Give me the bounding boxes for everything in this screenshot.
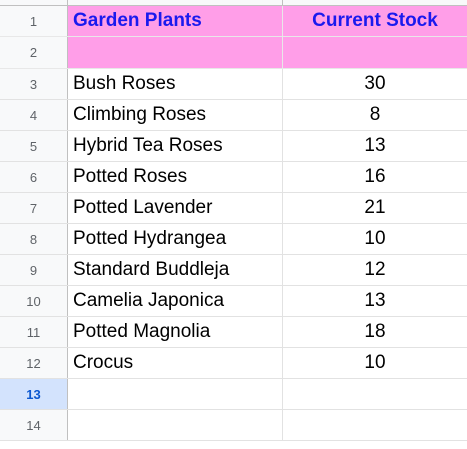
- table-row: 10 Camelia Japonica 13: [0, 286, 467, 317]
- cell-empty[interactable]: [283, 37, 467, 68]
- table-row: 8 Potted Hydrangea 10: [0, 224, 467, 255]
- cell-stock-value[interactable]: 18: [364, 321, 386, 342]
- column-header-strip: [0, 0, 467, 6]
- row-number[interactable]: 10: [0, 286, 68, 316]
- table-row: 11 Potted Magnolia 18: [0, 317, 467, 348]
- row-number[interactable]: 9: [0, 255, 68, 285]
- cell-empty[interactable]: [68, 37, 283, 68]
- blank-pink-row: 2: [0, 37, 467, 69]
- table-row: 3 Bush Roses 30: [0, 69, 467, 100]
- cell-plant-name[interactable]: Standard Buddleja: [68, 255, 283, 285]
- cell-plant-name[interactable]: Camelia Japonica: [68, 286, 283, 316]
- cell-plant-name[interactable]: Crocus: [68, 348, 283, 378]
- empty-row: 13: [0, 379, 467, 410]
- table-row: 6 Potted Roses 16: [0, 162, 467, 193]
- cell-plant-name[interactable]: Climbing Roses: [68, 100, 283, 130]
- row-number[interactable]: 3: [0, 69, 68, 99]
- cell-plant-name[interactable]: Potted Lavender: [68, 193, 283, 223]
- row-number[interactable]: 1: [0, 6, 68, 36]
- row-number[interactable]: 6: [0, 162, 68, 192]
- cell-stock-value[interactable]: 30: [364, 73, 386, 94]
- cell-plant-name[interactable]: Potted Magnolia: [68, 317, 283, 347]
- row-number[interactable]: 8: [0, 224, 68, 254]
- cell-stock-value[interactable]: 10: [364, 352, 386, 373]
- row-number[interactable]: 7: [0, 193, 68, 223]
- row-number[interactable]: 12: [0, 348, 68, 378]
- cell-stock-value[interactable]: 13: [364, 135, 386, 156]
- table-row: 4 Climbing Roses 8: [0, 100, 467, 131]
- table-row: 7 Potted Lavender 21: [0, 193, 467, 224]
- table-row: 9 Standard Buddleja 12: [0, 255, 467, 286]
- cell-plant-name[interactable]: Bush Roses: [68, 69, 283, 99]
- cell-stock-value[interactable]: 10: [364, 228, 386, 249]
- select-all-corner[interactable]: [0, 0, 68, 5]
- cell-stock-value[interactable]: 16: [364, 166, 386, 187]
- cell-stock-value[interactable]: 12: [364, 259, 386, 280]
- header-cell-garden-plants[interactable]: Garden Plants: [68, 6, 283, 36]
- table-row: 12 Crocus 10: [0, 348, 467, 379]
- row-number[interactable]: 14: [0, 410, 68, 440]
- cell-stock-value[interactable]: 21: [364, 197, 386, 218]
- row-number[interactable]: 4: [0, 100, 68, 130]
- cell-stock-value[interactable]: 8: [369, 104, 381, 125]
- cell-empty[interactable]: [68, 379, 283, 409]
- table-row: 5 Hybrid Tea Roses 13: [0, 131, 467, 162]
- cell-empty[interactable]: [283, 379, 467, 409]
- cell-plant-name[interactable]: Potted Roses: [68, 162, 283, 192]
- cell-plant-name[interactable]: Potted Hydrangea: [68, 224, 283, 254]
- column-header-a[interactable]: [68, 0, 283, 5]
- row-number[interactable]: 11: [0, 317, 68, 347]
- row-number-selected[interactable]: 13: [0, 379, 68, 409]
- cell-stock-value[interactable]: 13: [364, 290, 386, 311]
- row-number[interactable]: 5: [0, 131, 68, 161]
- cell-empty[interactable]: [283, 410, 467, 440]
- cell-empty[interactable]: [68, 410, 283, 440]
- row-number[interactable]: 2: [0, 37, 68, 68]
- header-cell-current-stock[interactable]: Current Stock: [283, 6, 467, 36]
- column-header-b[interactable]: [283, 0, 467, 5]
- cell-plant-name[interactable]: Hybrid Tea Roses: [68, 131, 283, 161]
- empty-row: 14: [0, 410, 467, 441]
- header-row: 1 Garden Plants Current Stock: [0, 6, 467, 37]
